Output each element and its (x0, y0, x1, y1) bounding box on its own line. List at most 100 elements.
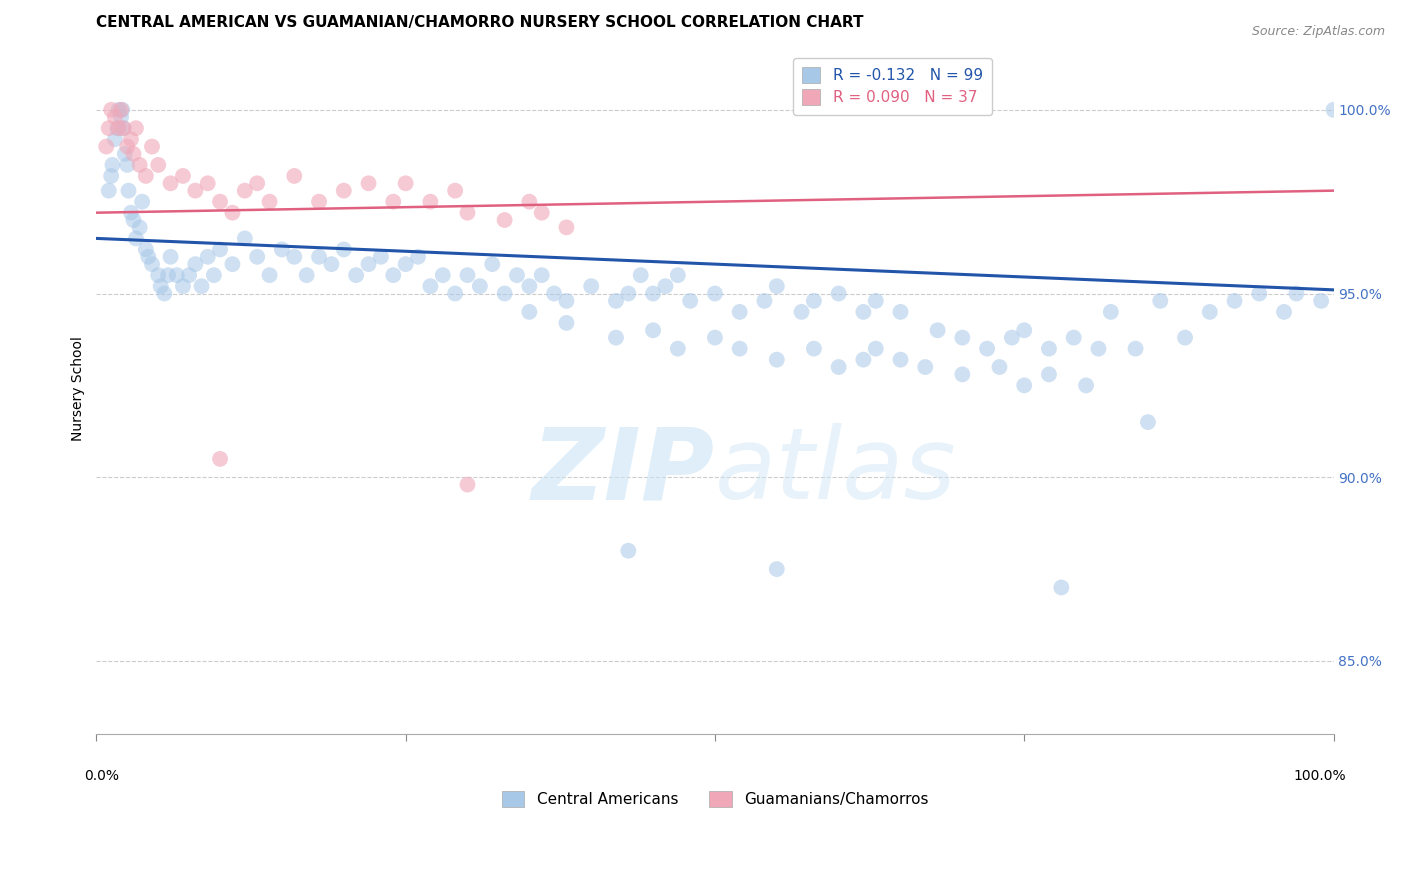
Point (889, 352, 911, 367)
Point (197, 176, 219, 190)
Point (128, 220, 150, 235)
Point (976, 342, 998, 356)
Point (555, 220, 578, 235)
Point (172, 169, 194, 183)
Point (382, 268, 405, 282)
Point (141, 139, 163, 153)
Point (555, 293, 578, 308)
Point (1285, 286, 1308, 301)
Point (97, 184, 120, 198)
Point (865, 342, 887, 356)
Point (382, 194, 405, 209)
Point (333, 243, 356, 257)
Point (852, 305, 875, 319)
Point (630, 268, 652, 282)
Point (246, 250, 269, 264)
Point (1038, 368, 1060, 382)
Point (246, 176, 269, 190)
Point (703, 286, 725, 301)
Point (357, 176, 380, 190)
Point (728, 342, 751, 356)
Point (1038, 342, 1060, 356)
Point (107, 103, 129, 117)
Y-axis label: Nursery School: Nursery School (72, 336, 86, 442)
Point (641, 323, 664, 337)
Point (104, 132, 127, 146)
Point (444, 286, 467, 301)
Point (221, 205, 243, 219)
Point (517, 194, 540, 209)
Point (914, 359, 936, 374)
Point (605, 330, 627, 344)
Point (321, 257, 343, 271)
Point (153, 286, 176, 301)
Point (1125, 342, 1147, 356)
Point (765, 352, 787, 367)
Point (506, 268, 529, 282)
Point (101, 158, 124, 172)
Point (157, 268, 180, 282)
Point (1074, 378, 1097, 392)
Point (728, 305, 751, 319)
Text: ZIP: ZIP (531, 424, 714, 520)
Point (1223, 293, 1246, 308)
Point (1198, 305, 1220, 319)
Point (197, 250, 219, 264)
Point (271, 243, 294, 257)
Point (105, 121, 128, 136)
Point (1063, 330, 1085, 344)
Point (1012, 378, 1035, 392)
Point (117, 158, 139, 172)
Point (457, 268, 479, 282)
Point (209, 451, 232, 466)
Point (333, 184, 356, 198)
Point (110, 110, 132, 124)
Point (679, 293, 702, 308)
Point (159, 176, 181, 190)
Point (308, 250, 330, 264)
Point (104, 110, 127, 124)
Point (927, 323, 949, 337)
Point (122, 213, 145, 227)
Point (803, 342, 825, 356)
Point (120, 132, 142, 146)
Point (221, 257, 243, 271)
Point (1012, 323, 1035, 337)
Point (1272, 305, 1295, 319)
Point (122, 147, 145, 161)
Point (125, 121, 148, 136)
Point (112, 121, 135, 136)
Point (357, 257, 380, 271)
Point (765, 562, 787, 576)
Point (107, 121, 129, 136)
Point (579, 279, 602, 293)
Point (148, 158, 170, 172)
Point (481, 257, 503, 271)
Point (654, 279, 676, 293)
Point (889, 305, 911, 319)
Point (259, 268, 281, 282)
Point (827, 359, 849, 374)
Point (494, 286, 516, 301)
Point (494, 213, 516, 227)
Point (149, 279, 172, 293)
Point (641, 286, 664, 301)
Point (988, 359, 1011, 374)
Point (517, 305, 540, 319)
Point (96, 139, 118, 153)
Point (166, 268, 188, 282)
Text: CENTRAL AMERICAN VS GUAMANIAN/CHAMORRO NURSERY SCHOOL CORRELATION CHART: CENTRAL AMERICAN VS GUAMANIAN/CHAMORRO N… (97, 15, 863, 30)
Point (555, 316, 578, 330)
Point (790, 305, 813, 319)
Point (754, 293, 776, 308)
Point (110, 103, 132, 117)
Point (1001, 330, 1024, 344)
Point (1249, 286, 1271, 301)
Point (950, 330, 973, 344)
Point (617, 543, 640, 558)
Point (517, 279, 540, 293)
Point (827, 286, 849, 301)
Point (233, 184, 256, 198)
Point (432, 268, 454, 282)
Point (308, 194, 330, 209)
